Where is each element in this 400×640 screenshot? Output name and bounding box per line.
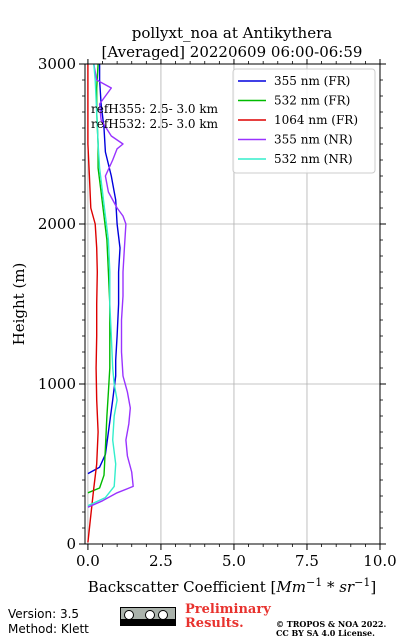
copyright-notice: © TROPOS & NOA 2022. CC BY SA 4.0 Licens… xyxy=(276,620,386,638)
reference-height-355: refH355: 2.5- 3.0 km xyxy=(91,102,219,116)
chart-ticks xyxy=(79,59,386,550)
preliminary-line2: Results. xyxy=(185,616,244,631)
preliminary-results-notice: Preliminary Results. xyxy=(185,603,271,631)
y-axis-label: Height (m) xyxy=(10,263,28,346)
y-tick-label: 2000 xyxy=(38,215,76,233)
x-tick-label: 10.0 xyxy=(363,552,396,570)
preliminary-line1: Preliminary xyxy=(185,602,271,617)
backscatter-profile-chart: pollyxt_noa at Antikythera [Averaged] 20… xyxy=(10,24,397,597)
chart-legend: 355 nm (FR) 532 nm (FR) 1064 nm (FR) 355 nm… xyxy=(232,68,376,174)
x-tick-label: 0.0 xyxy=(76,552,100,570)
legend-entry: 1064 nm (FR) xyxy=(274,113,358,127)
series-line-4 xyxy=(87,63,134,508)
method-text: Method: Klett xyxy=(8,622,89,636)
chart-title-line2: [Averaged] 20220609 06:00-06:59 xyxy=(102,43,363,61)
chart-series-group xyxy=(87,63,134,543)
chart-title-line1: pollyxt_noa at Antikythera xyxy=(132,24,332,42)
legend-box xyxy=(232,68,376,174)
legend-entry: 355 nm (FR) xyxy=(274,74,350,88)
reference-height-532: refH532: 2.5- 3.0 km xyxy=(91,117,219,131)
x-tick-label: 7.5 xyxy=(295,552,319,570)
y-tick-label: 3000 xyxy=(38,55,76,73)
x-tick-label: 5.0 xyxy=(222,552,246,570)
legend-entry: 355 nm (NR) xyxy=(274,133,353,147)
x-axis-label: Backscatter Coefficient [Mm−1 * sr−1] xyxy=(88,576,376,597)
copyright-line2: CC BY SA 4.0 License. xyxy=(276,628,375,638)
series-line-5 xyxy=(87,63,118,507)
y-tick-label: 0 xyxy=(66,535,76,553)
x-tick-label: 2.5 xyxy=(149,552,173,570)
cc-by-sa-icon xyxy=(120,607,176,626)
y-tick-label: 1000 xyxy=(38,375,76,393)
legend-entry: 532 nm (NR) xyxy=(274,152,353,166)
version-text: Version: 3.5 xyxy=(8,607,80,621)
chart-tick-labels: 0.0 2.5 5.0 7.5 10.0 0 1000 2000 3000 xyxy=(38,55,397,570)
copyright-line1: © TROPOS & NOA 2022. xyxy=(276,619,387,629)
series-line-1 xyxy=(87,64,121,475)
legend-entry: 532 nm (FR) xyxy=(274,94,350,108)
series-line-3 xyxy=(87,64,99,543)
